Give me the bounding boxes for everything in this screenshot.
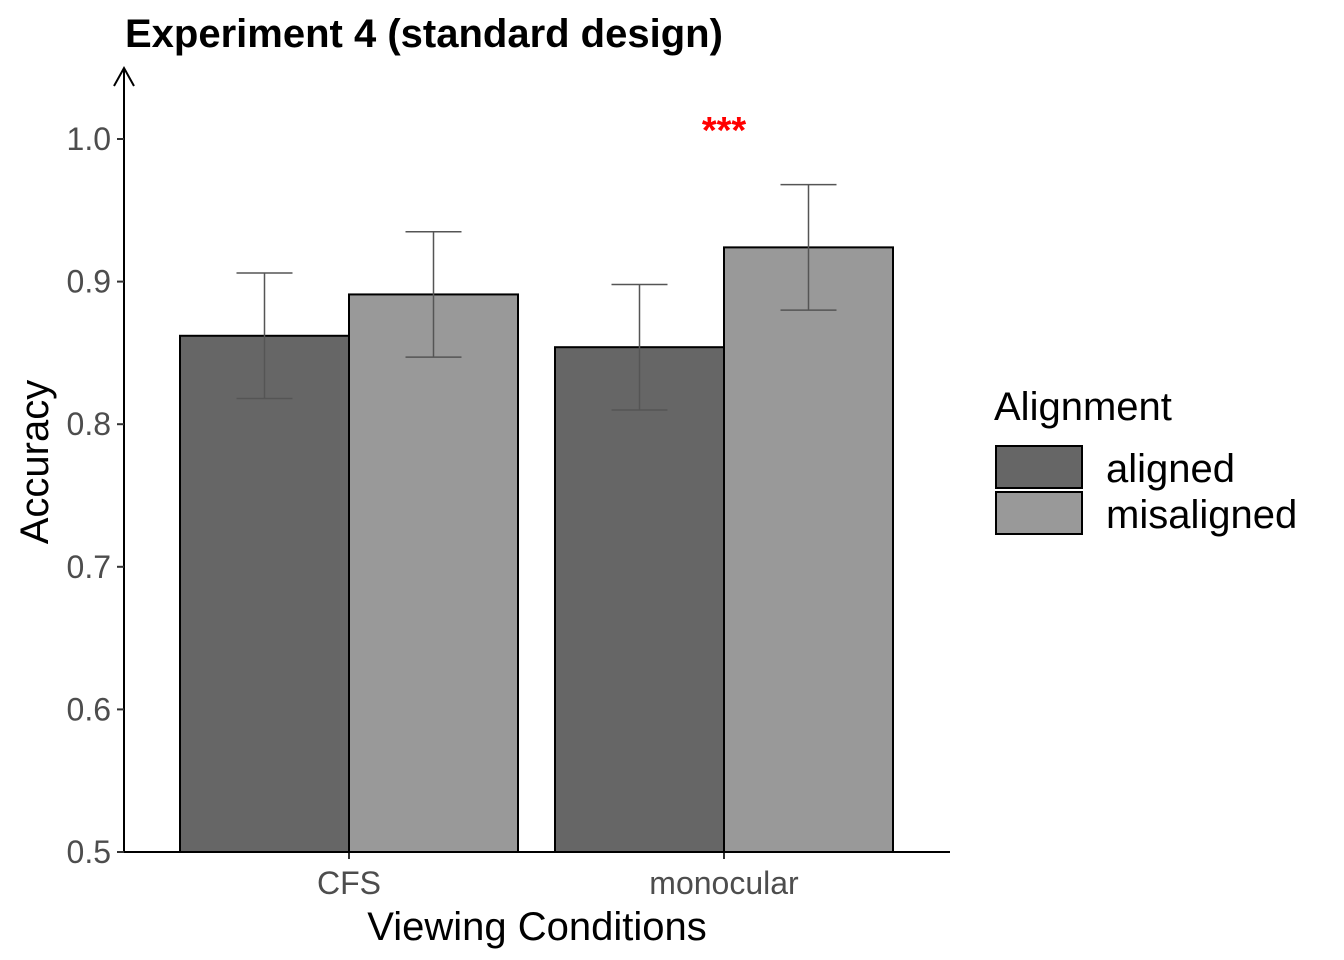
- legend-key-misaligned: [995, 491, 1083, 535]
- bars: [179, 246, 894, 854]
- bar-misaligned: [723, 246, 894, 854]
- y-tick-label: 0.5: [67, 834, 111, 870]
- x-tick-label: monocular: [649, 865, 799, 901]
- y-tick-label: 0.9: [67, 264, 111, 300]
- y-tick-label: 0.6: [67, 691, 111, 727]
- y-axis-arrow: [113, 65, 135, 87]
- axes: 0.5 0.6 0.7 0.8 0.9 1.0 CFS monocular: [67, 65, 950, 901]
- y-axis-title: Accuracy: [13, 380, 57, 545]
- bar-misaligned: [348, 293, 519, 853]
- bar-aligned: [179, 334, 350, 853]
- legend-label-aligned: aligned: [1106, 447, 1235, 491]
- legend-title: Alignment: [994, 385, 1172, 429]
- legend-label-misaligned: misaligned: [1106, 493, 1297, 537]
- x-axis-title: Viewing Conditions: [367, 905, 706, 949]
- legend-key-aligned: [995, 445, 1083, 489]
- error-bars: [236, 183, 837, 411]
- y-tick-label: 0.8: [67, 406, 111, 442]
- y-tick-label: 0.7: [67, 549, 111, 585]
- annotations: ***: [702, 110, 747, 152]
- x-tick-label: CFS: [317, 865, 381, 901]
- bar-aligned: [554, 346, 725, 853]
- y-tick-label: 1.0: [67, 121, 111, 157]
- significance-stars: ***: [702, 110, 747, 152]
- chart-title: Experiment 4 (standard design): [125, 12, 723, 56]
